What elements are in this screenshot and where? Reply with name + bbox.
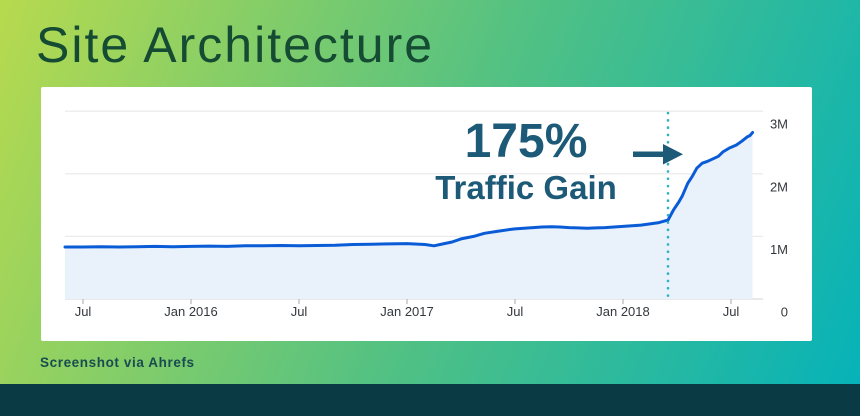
y-axis-label: 1M — [770, 242, 788, 257]
traffic-gain-label: Traffic Gain — [435, 168, 617, 206]
y-axis-label: 3M — [770, 117, 788, 132]
x-axis-label: Jul — [507, 304, 524, 319]
traffic-chart-card: Jul Jan 2016 Jul Jan 2017 Jul Jan 2018 Jul 3M 2M… — [41, 87, 812, 341]
x-axis-label: Jan 2017 — [380, 304, 434, 319]
attribution-text: Screenshot via Ahrefs — [40, 355, 195, 370]
x-axis-label: Jul — [723, 304, 740, 319]
y-axis-label: 0 — [781, 305, 788, 320]
traffic-gain-percent-value: 175% — [464, 115, 588, 168]
x-axis-label: Jul — [75, 304, 92, 319]
x-axis-label: Jul — [291, 304, 308, 319]
traffic-area-chart: Jul Jan 2016 Jul Jan 2017 Jul Jan 2018 Jul 3M 2M… — [63, 110, 788, 320]
x-axis-label: Jan 2016 — [164, 304, 218, 319]
y-axis-label: 2M — [770, 179, 788, 194]
page-title: Site Architecture — [36, 17, 435, 73]
footer-bar — [0, 384, 860, 416]
traffic-gain-annotation: 175% Traffic Gain — [433, 115, 683, 206]
traffic-gain-percent: 175% — [433, 115, 683, 168]
x-axis-label: Jan 2018 — [596, 304, 650, 319]
traffic-line — [63, 131, 755, 249]
traffic-area-fill — [65, 132, 753, 299]
